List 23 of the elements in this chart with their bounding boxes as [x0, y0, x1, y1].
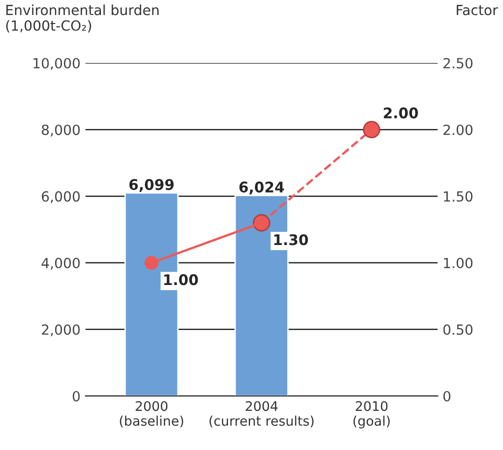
data-label: 6,024 [239, 182, 284, 194]
y2-tick-label: 1.50 [444, 191, 472, 202]
y-tick-label: 8,000 [42, 124, 80, 136]
y-tick-label: 2,000 [42, 324, 80, 336]
y-tick-label: 6,000 [42, 191, 80, 204]
y2-tick-label: 0 [443, 390, 450, 402]
y2-axis-title: Factor [456, 4, 498, 16]
y2-tick-label: 0.50 [443, 324, 472, 335]
data-label: 1.30 [274, 234, 308, 246]
y-axis-title: Environmental burden (1,000t-CO₂) [6, 4, 159, 32]
point [362, 120, 380, 138]
y-tick-label: 0 [72, 390, 80, 402]
y2-tick-label: 2.50 [443, 58, 472, 68]
y2-tick-label: 1.00 [444, 258, 472, 268]
x-tick-label: 2010 (goal) [353, 401, 390, 428]
y-tick-label: 4,000 [42, 258, 80, 270]
data-label: 1.00 [164, 274, 198, 286]
data-label: 2.00 [384, 107, 418, 118]
y-tick-label: 10,000 [34, 58, 80, 70]
x-tick-label: 2004 (current results) [210, 401, 314, 428]
x-tick-label: 2000 (baseline) [120, 401, 184, 428]
y2-tick-label: 2.00 [443, 124, 472, 136]
data-label: 6,099 [129, 179, 174, 192]
